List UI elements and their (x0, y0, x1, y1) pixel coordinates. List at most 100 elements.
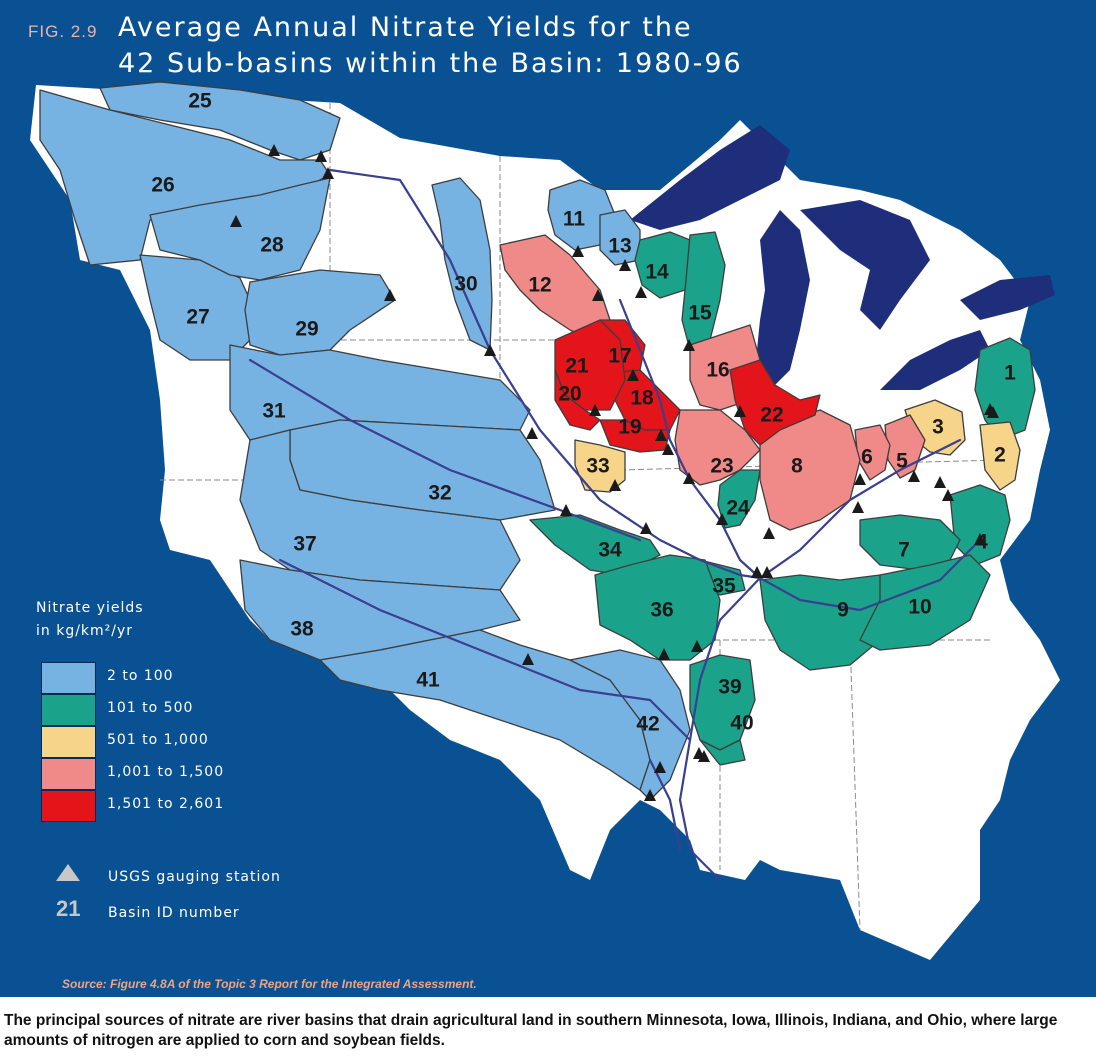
basin-label-12: 12 (528, 274, 551, 297)
legend-title-line-1: Nitrate yields (36, 600, 144, 616)
basin-label-24: 24 (726, 497, 750, 520)
basin-label-17: 17 (608, 345, 631, 368)
gauging-station-marker (627, 369, 639, 381)
gauging-station-marker (572, 245, 584, 257)
legend-swatch (41, 694, 96, 726)
legend-item: 2 to 100 (41, 662, 281, 694)
legend-label: 101 to 500 (107, 700, 194, 716)
basin-label-37: 37 (293, 533, 316, 556)
basin-id-legend-label: Basin ID number (108, 905, 240, 921)
basin-37 (239, 429, 521, 591)
basin-label-19: 19 (618, 416, 641, 439)
gauging-station-marker (654, 761, 666, 773)
basin-label-26: 26 (151, 174, 174, 197)
basin-label-22: 22 (760, 404, 783, 427)
basin-label-16: 16 (706, 359, 729, 382)
legend-swatch (41, 726, 96, 758)
basin-21 (554, 319, 626, 411)
basin-label-18: 18 (630, 387, 654, 410)
gauging-stations (230, 144, 999, 801)
gauging-station-marker (644, 789, 656, 801)
basin-label-33: 33 (586, 455, 609, 478)
gauging-station-marker (384, 289, 396, 301)
basin-28 (149, 177, 331, 281)
gauging-station-marker (683, 472, 695, 484)
basin-label-10: 10 (908, 596, 931, 619)
gauging-station-marker (974, 533, 986, 545)
figure-panel: 1234567891011121314151617181920212223242… (0, 0, 1096, 997)
basin-40 (699, 739, 746, 766)
basin-22 (729, 359, 821, 446)
basin-label-1: 1 (1004, 362, 1016, 385)
legend-item: 101 to 500 (41, 694, 281, 726)
gauging-station-marker (322, 167, 334, 179)
basin-label-11: 11 (563, 208, 586, 231)
gauging-station-marker (315, 150, 327, 162)
basin-label-41: 41 (416, 669, 440, 692)
legend-label: 2 to 100 (107, 668, 174, 684)
gauging-station-marker (526, 427, 538, 439)
legend-swatch (41, 758, 96, 790)
legend-title: Nitrate yields in kg/km²/yr (36, 597, 144, 643)
basin-label-30: 30 (454, 273, 477, 296)
title-line-1: Average Annual Nitrate Yields for the (118, 12, 693, 43)
basin-label-21: 21 (565, 355, 589, 378)
gauging-station-marker (691, 640, 703, 652)
basin-label-6: 6 (861, 446, 873, 469)
basin-4 (949, 484, 1011, 566)
basin-label-20: 20 (558, 383, 581, 406)
gauging-station-marker (619, 259, 631, 271)
gauging-station-marker (987, 406, 999, 418)
great-lakes (630, 125, 1055, 390)
basin-label-7: 7 (898, 539, 910, 562)
gauging-station-marker (934, 476, 946, 488)
basin-label-42: 42 (636, 713, 659, 736)
basin-label-29: 29 (295, 318, 318, 341)
gauging-station-marker (484, 344, 496, 356)
basin-map: 1234567891011121314151617181920212223242… (30, 81, 1060, 960)
basin-label-14: 14 (645, 261, 669, 284)
legend-item: 1,001 to 1,500 (41, 758, 281, 790)
gauging-station-marker (751, 566, 763, 578)
figure-number: FIG. 2.9 (28, 22, 98, 41)
station-legend-label: USGS gauging station (108, 869, 281, 885)
basin-label-2: 2 (994, 444, 1006, 467)
gauging-station-marker (734, 405, 746, 417)
basin-label-35: 35 (712, 575, 736, 598)
basin-id-example: 21 (56, 896, 81, 921)
gauging-station-marker (268, 144, 280, 156)
gauging-station-marker (908, 470, 920, 482)
legend-item: 501 to 1,000 (41, 726, 281, 758)
basin-label-13: 13 (608, 235, 631, 258)
basin-label-27: 27 (186, 306, 209, 329)
basin-label-8: 8 (791, 455, 803, 478)
gauging-station-marker (560, 504, 572, 516)
gauging-station-marker (230, 215, 242, 227)
gauging-station-marker (763, 527, 775, 539)
legend-title-line-2: in kg/km²/yr (36, 623, 134, 639)
basin-label-3: 3 (932, 416, 944, 439)
basin-label-38: 38 (290, 618, 314, 641)
gauging-station-marker (852, 501, 864, 513)
basin-label-36: 36 (650, 599, 673, 622)
basin-2 (979, 421, 1021, 491)
legend-item: 1,501 to 2,601 (41, 790, 281, 822)
figure-caption: The principal sources of nitrate are riv… (4, 1012, 1058, 1049)
gauging-station-marker (716, 513, 728, 525)
gauging-station-marker (522, 653, 534, 665)
gauging-station-marker (592, 289, 604, 301)
gauging-station-marker (854, 473, 866, 485)
legend-label: 1,001 to 1,500 (107, 764, 225, 780)
basin-34 (529, 514, 661, 576)
legend-label: 501 to 1,000 (107, 732, 209, 748)
basin-10 (859, 554, 991, 651)
basin-label-31: 31 (262, 400, 286, 423)
basin-24 (717, 469, 761, 529)
gauging-station-marker (942, 489, 954, 501)
basin-25 (99, 81, 341, 161)
gauging-station-marker (683, 339, 695, 351)
basin-labels: 1234567891011121314151617181920212223242… (151, 90, 1016, 736)
legend-swatch (41, 662, 96, 694)
gauging-station-marker (662, 443, 674, 455)
sub-basins (39, 81, 1036, 801)
